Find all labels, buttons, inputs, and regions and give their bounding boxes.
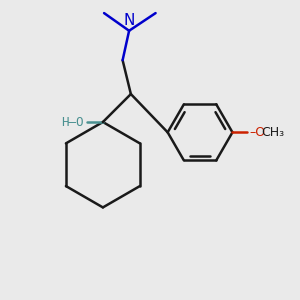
Text: N: N — [123, 14, 135, 28]
Text: CH₃: CH₃ — [261, 126, 284, 139]
Text: H–O: H–O — [61, 116, 84, 128]
Text: –O: –O — [249, 126, 266, 139]
